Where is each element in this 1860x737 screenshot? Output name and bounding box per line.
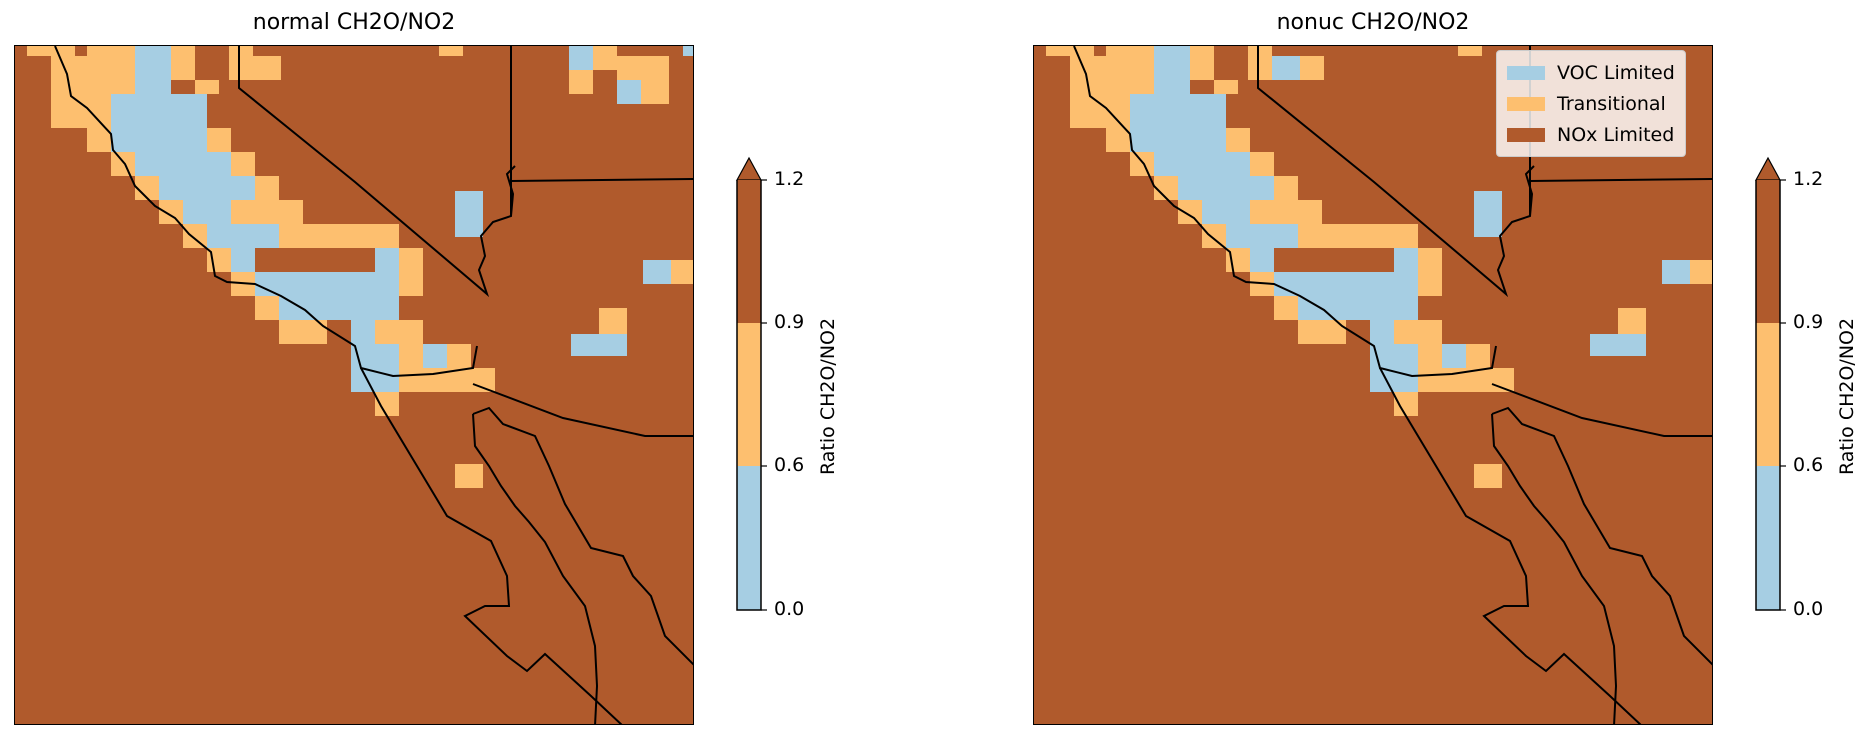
colorbar-label-nonuc: Ratio CH2O/NO2 [1836,317,1858,475]
colorbar-tick-normal-1: 1.2 [774,168,805,190]
colorbar-tick-nonuc-1: 1.2 [1793,168,1824,190]
ratio-grid-nonuc [1046,46,1712,488]
legend-swatch-voc [1507,65,1545,80]
colorbar-svg-nonuc [1754,156,1786,611]
map-svg-nonuc [1046,46,1712,724]
legend-swatch-transitional [1507,96,1545,111]
colorbar-tick-nonuc-3: 0.6 [1793,454,1824,476]
colorbar-svg-normal [735,156,767,611]
panel-title-nonuc: nonuc CH2O/NO2 [1276,10,1470,35]
colorbar-tick-normal-3: 0.6 [774,454,805,476]
legend-item-nox: NOx Limited [1507,119,1675,150]
map-normal [14,45,694,725]
colorbar-nonuc [1754,156,1786,611]
legend-item-voc: VOC Limited [1507,57,1675,88]
map-nonuc: VOC Limited Transitional NOx Limited [1033,45,1713,725]
colorbar-label-normal: Ratio CH2O/NO2 [817,317,839,475]
legend-item-transitional: Transitional [1507,88,1675,119]
colorbar-tick-nonuc-2: 0.9 [1793,311,1824,333]
colorbar-tick-nonuc-4: 0.0 [1793,598,1824,620]
colorbar-tick-normal-2: 0.9 [774,311,805,333]
colorbar-normal [735,156,767,611]
panel-title-normal: normal CH2O/NO2 [252,10,456,35]
borders-normal [54,46,693,724]
borders-nonuc [1073,46,1712,724]
colorbar-tick-normal-4: 0.0 [774,598,805,620]
legend-swatch-nox [1507,127,1545,142]
legend-label-nox: NOx Limited [1557,123,1675,146]
legend-label-voc: VOC Limited [1557,61,1675,84]
map-svg-normal [27,46,693,724]
ratio-grid-normal [27,46,693,488]
map-legend: VOC Limited Transitional NOx Limited [1496,50,1686,157]
legend-label-transitional: Transitional [1557,92,1666,115]
